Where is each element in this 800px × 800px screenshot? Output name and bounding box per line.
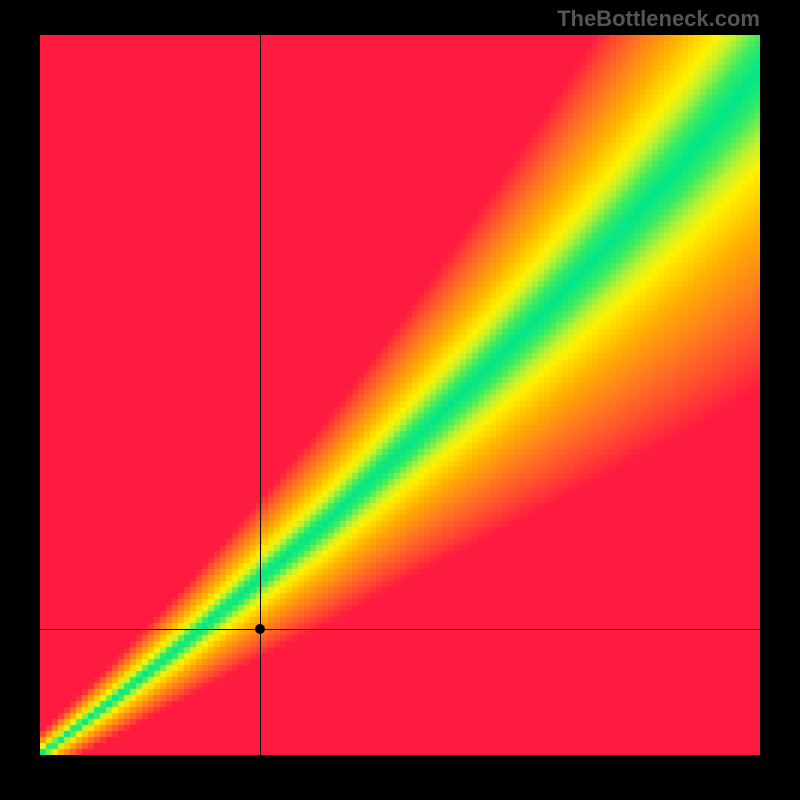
crosshair-marker-dot xyxy=(255,624,265,634)
heatmap-canvas xyxy=(40,35,760,755)
crosshair-vertical-line xyxy=(260,35,261,755)
heatmap-plot xyxy=(40,35,760,755)
crosshair-horizontal-line xyxy=(40,629,760,630)
watermark-text: TheBottleneck.com xyxy=(557,6,760,32)
